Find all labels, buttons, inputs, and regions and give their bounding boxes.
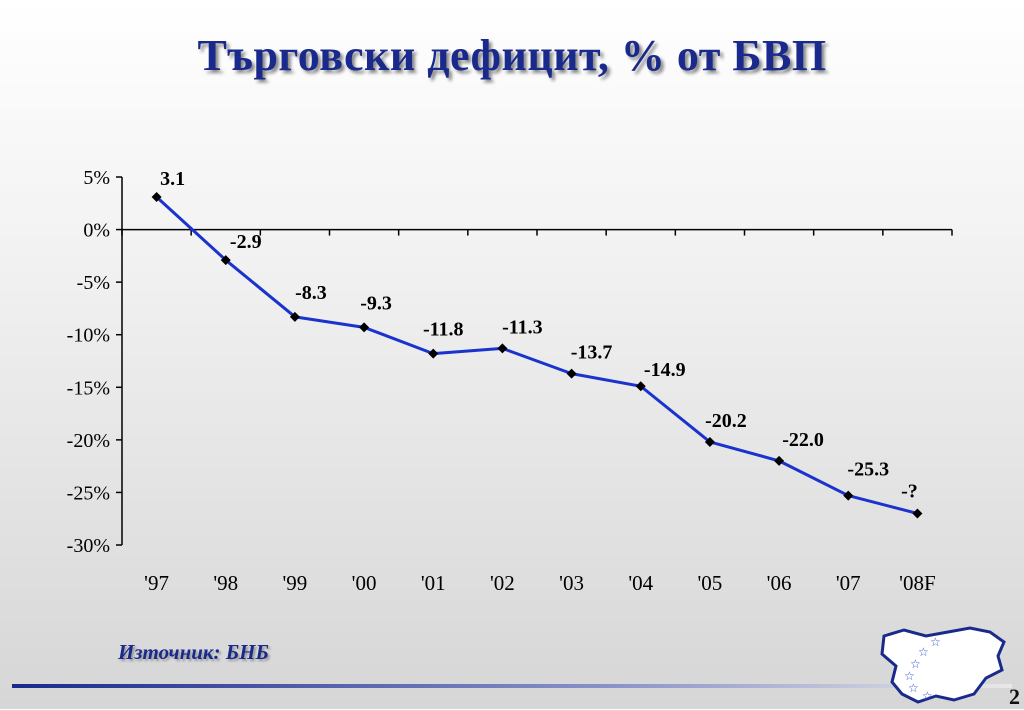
x-tick-label: '03 <box>559 571 584 595</box>
x-tick-label: '00 <box>352 571 377 595</box>
y-tick-label: 0% <box>83 220 110 242</box>
data-point <box>704 436 715 447</box>
data-label: -11.8 <box>423 319 464 341</box>
source-note: Източник: БНБ <box>118 640 269 664</box>
data-label: -11.3 <box>502 316 543 338</box>
svg-text:☆: ☆ <box>904 669 915 683</box>
data-label: -20.2 <box>705 410 747 432</box>
x-tick-label: '97 <box>144 571 169 595</box>
data-label: -? <box>901 480 918 502</box>
data-point <box>497 343 508 354</box>
y-tick-label: -5% <box>77 272 110 294</box>
x-tick-label: '02 <box>490 571 515 595</box>
data-point <box>774 455 785 466</box>
data-point <box>843 490 854 501</box>
x-tick-label: '08F <box>899 571 935 595</box>
svg-text:☆: ☆ <box>908 681 919 695</box>
data-point <box>151 191 162 202</box>
data-label: 3.1 <box>160 168 185 190</box>
y-tick-label: -25% <box>67 482 110 504</box>
data-label: -8.3 <box>295 282 327 304</box>
series-line <box>155 195 918 515</box>
y-tick-label: -15% <box>67 377 110 399</box>
x-tick-label: '04 <box>628 571 653 595</box>
chart-series: 3.1 -2.9 -8.3 -9.3 -11.8 -11.3 -13.7 -14.9 -20.2… <box>151 168 923 519</box>
data-point <box>566 368 577 379</box>
bulgaria-map-icon: ☆☆☆ ☆☆☆ <box>880 626 1006 704</box>
data-point <box>220 255 231 266</box>
page-title: Търговски дефицит, % от БВП <box>197 31 827 80</box>
data-label: -13.7 <box>571 342 613 364</box>
svg-text:☆: ☆ <box>910 657 921 671</box>
slide-number: 2 <box>1009 684 1020 709</box>
data-point <box>359 322 370 333</box>
x-tick-label: '05 <box>698 571 723 595</box>
data-label: -14.9 <box>644 359 686 381</box>
chart-axes: 5% 0% -5% -10% -15% -20% -25% -30% '97 '98 '99 '00 '… <box>67 167 953 595</box>
data-point <box>428 348 439 359</box>
x-tick-label: '98 <box>213 571 238 595</box>
footer-divider <box>12 684 1012 688</box>
data-point <box>635 381 646 392</box>
x-tick-label: '99 <box>283 571 308 595</box>
data-label: -22.0 <box>782 429 824 451</box>
data-point <box>289 311 300 322</box>
y-tick-label: -10% <box>67 325 110 347</box>
y-tick-label: -30% <box>67 535 110 557</box>
x-tick-label: '07 <box>836 571 861 595</box>
svg-text:☆: ☆ <box>922 689 933 703</box>
svg-text:☆: ☆ <box>918 645 929 659</box>
data-label: -9.3 <box>360 292 392 314</box>
x-tick-label: '06 <box>767 571 792 595</box>
data-point <box>912 508 923 519</box>
y-tick-label: 5% <box>83 167 110 189</box>
data-label: -25.3 <box>847 459 889 481</box>
x-tick-label: '01 <box>421 571 446 595</box>
y-tick-label: -20% <box>67 430 110 452</box>
svg-text:☆: ☆ <box>930 635 941 649</box>
data-label: -2.9 <box>230 231 262 253</box>
